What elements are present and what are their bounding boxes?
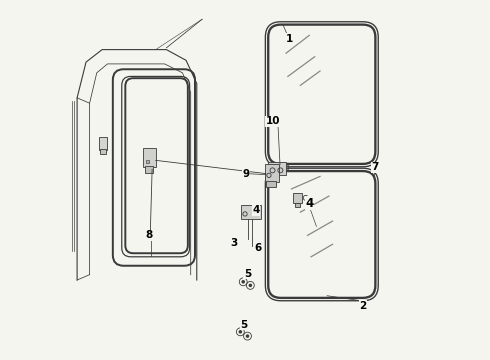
Text: 5: 5 <box>241 320 248 330</box>
Bar <box>293 193 302 203</box>
Text: 3: 3 <box>230 238 237 248</box>
Text: 5: 5 <box>244 269 251 279</box>
Circle shape <box>245 334 249 338</box>
Bar <box>268 162 286 175</box>
Text: 4: 4 <box>252 205 259 215</box>
Bar <box>146 160 148 163</box>
Bar <box>99 149 106 154</box>
Bar <box>242 205 261 219</box>
Text: 6: 6 <box>254 243 261 253</box>
Bar <box>295 203 300 207</box>
Text: 9: 9 <box>242 168 249 179</box>
Bar <box>265 164 279 182</box>
Circle shape <box>248 284 252 287</box>
Text: 4: 4 <box>305 197 314 210</box>
Bar <box>98 137 107 150</box>
Text: 8: 8 <box>145 230 152 240</box>
Circle shape <box>242 280 245 284</box>
Bar <box>266 181 276 187</box>
Bar <box>145 166 153 173</box>
Text: 2: 2 <box>359 301 367 311</box>
Text: 7: 7 <box>372 162 379 172</box>
Bar <box>143 148 156 167</box>
Circle shape <box>239 330 242 334</box>
Text: 1: 1 <box>286 34 294 44</box>
Text: 10: 10 <box>266 116 280 126</box>
